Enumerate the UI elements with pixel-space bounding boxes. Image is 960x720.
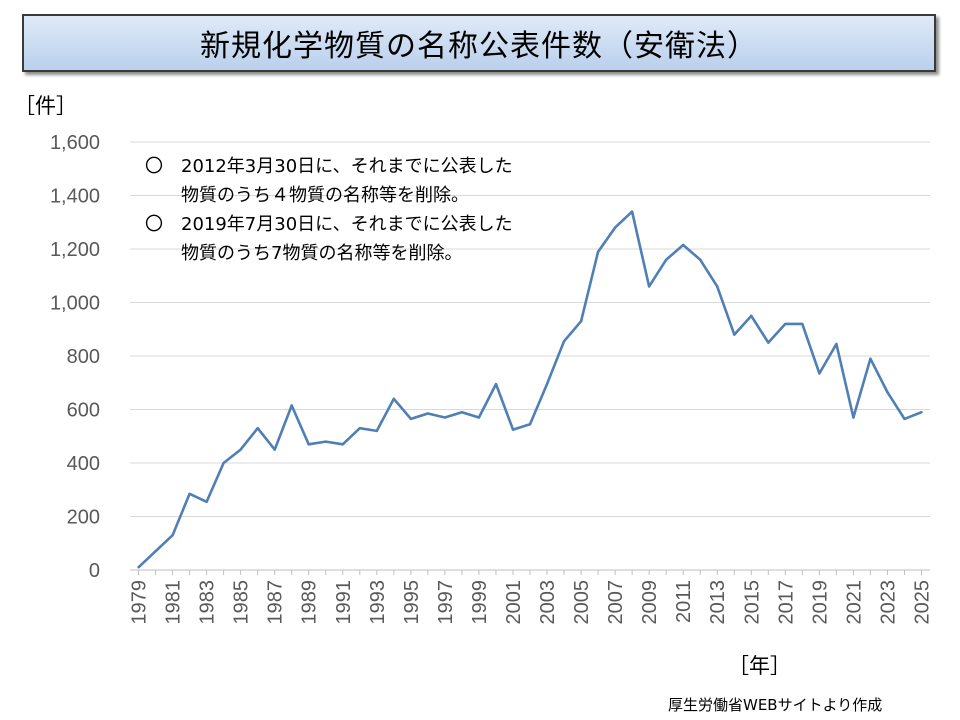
x-tick-label: 1995 xyxy=(401,580,423,625)
data-point xyxy=(222,461,225,465)
data-point xyxy=(664,258,668,261)
data-point xyxy=(767,341,770,344)
y-tick-label: 200 xyxy=(67,507,100,529)
circle-bullet: 〇 xyxy=(145,156,163,177)
y-tick-labels: 0 200 400 600 800 1,000 1,200 1,400 1,600 xyxy=(50,132,100,582)
x-tick-label: 1981 xyxy=(163,580,185,625)
data-point xyxy=(409,417,413,421)
data-point xyxy=(443,416,447,419)
y-tick-label: 0 xyxy=(89,560,100,582)
data-point xyxy=(630,210,634,213)
source-note: 厚生労働省WEBサイトより作成 xyxy=(668,696,883,714)
data-point xyxy=(460,410,464,414)
y-tick-label: 1,200 xyxy=(50,239,100,261)
data-point xyxy=(256,427,259,430)
data-point xyxy=(426,412,430,415)
x-tick-label: 1991 xyxy=(333,580,355,625)
annotation-note: 〇 2012年3月30日に、それまでに公表した 物質のうち４物質の名称等を削除。 xyxy=(145,152,513,210)
data-point xyxy=(681,243,685,247)
data-point xyxy=(137,566,140,569)
gridlines xyxy=(130,141,930,575)
chart-title: 新規化学物質の名称公表件数（安衛法） xyxy=(22,14,936,72)
data-point xyxy=(290,404,293,407)
data-point xyxy=(733,333,736,336)
data-point xyxy=(835,342,838,346)
data-point xyxy=(494,382,498,386)
x-tick-labels: 1979 1981 1983 1985 1987 1989 1991 1993 1995 1997… xyxy=(129,580,934,625)
data-point xyxy=(154,550,157,553)
data-point xyxy=(920,410,923,414)
x-tick-label: 1989 xyxy=(299,580,321,625)
x-tick-label: 1987 xyxy=(265,580,287,625)
annotation-note: 〇 2019年7月30日に、それまでに公表した 物質のうち7物質の名称等を削除。 xyxy=(145,210,513,268)
circle-bullet: 〇 xyxy=(145,214,163,235)
annotation-line: 物質のうち４物質の名称等を削除。 xyxy=(181,185,469,206)
x-axis-unit-label: ［年］ xyxy=(728,654,791,678)
annotation-line: 2019年7月30日に、それまでに公表した xyxy=(181,214,513,235)
x-tick-label: 2021 xyxy=(843,580,865,625)
x-tick-label: 2009 xyxy=(639,580,661,625)
annotation-line: 2012年3月30日に、それまでに公表した xyxy=(181,156,513,177)
data-point xyxy=(528,423,532,426)
data-point xyxy=(205,500,208,503)
y-axis-unit-label: ［件］ xyxy=(14,94,77,118)
x-tick-label: 2023 xyxy=(877,580,899,625)
data-point xyxy=(596,250,600,253)
x-tick-label: 1979 xyxy=(129,580,151,625)
y-tick-label: 1,600 xyxy=(50,132,100,154)
x-tick-label: 2007 xyxy=(605,580,627,625)
data-point xyxy=(511,428,515,431)
data-point xyxy=(818,372,821,375)
data-point xyxy=(699,258,702,261)
data-point xyxy=(341,443,344,446)
data-point xyxy=(392,397,396,400)
data-point xyxy=(239,448,242,451)
data-point xyxy=(869,357,872,360)
data-point xyxy=(613,226,617,229)
data-point xyxy=(358,427,361,430)
x-tick-label: 2001 xyxy=(503,580,525,625)
data-point xyxy=(801,322,804,326)
x-tick-label: 2003 xyxy=(537,580,559,625)
data-point xyxy=(886,390,889,394)
x-tick-label: 1999 xyxy=(469,580,491,625)
data-point xyxy=(784,322,787,326)
data-point xyxy=(647,285,651,288)
x-tick-label: 2017 xyxy=(775,580,797,625)
data-point xyxy=(903,417,906,421)
data-point xyxy=(324,440,327,443)
data-point xyxy=(477,416,481,419)
y-tick-label: 1,000 xyxy=(50,293,100,315)
x-tick-label: 2005 xyxy=(571,580,593,625)
data-point xyxy=(852,416,855,419)
data-point xyxy=(545,382,549,386)
data-point xyxy=(188,492,191,495)
x-tick-label: 2019 xyxy=(809,580,831,625)
series-layer xyxy=(137,210,923,569)
x-tick-label: 1983 xyxy=(197,580,219,625)
x-tick-label: 1985 xyxy=(231,580,253,625)
annotation-line: 物質のうち7物質の名称等を削除。 xyxy=(181,243,463,264)
annotation-notes: 〇 2012年3月30日に、それまでに公表した 物質のうち４物質の名称等を削除。… xyxy=(145,152,513,268)
data-point xyxy=(562,340,566,343)
data-point xyxy=(716,285,719,288)
data-point xyxy=(750,314,753,318)
data-point xyxy=(307,443,310,446)
y-tick-label: 800 xyxy=(67,346,100,368)
y-tick-label: 600 xyxy=(67,400,100,422)
x-tick-label: 2013 xyxy=(707,580,729,625)
data-point xyxy=(375,429,379,433)
x-tick-label: 2015 xyxy=(741,580,763,625)
data-point xyxy=(171,534,174,537)
y-tick-label: 400 xyxy=(67,453,100,475)
y-tick-label: 1,400 xyxy=(50,186,100,208)
data-point xyxy=(579,320,583,323)
data-point xyxy=(273,448,276,451)
x-tick-label: 2011 xyxy=(673,580,695,623)
x-tick-label: 1993 xyxy=(367,580,389,625)
x-tick-label: 2025 xyxy=(911,580,933,625)
x-tick-label: 1997 xyxy=(435,580,457,625)
